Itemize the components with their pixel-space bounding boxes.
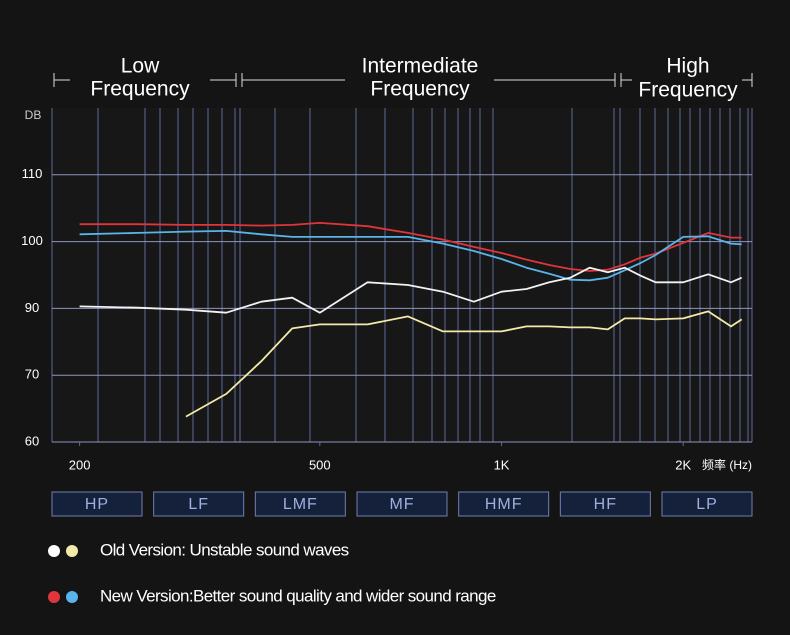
legend-dot xyxy=(66,591,78,603)
band-box xyxy=(559,491,651,517)
band-box xyxy=(254,491,346,517)
series-line xyxy=(185,310,743,418)
band-box xyxy=(661,491,753,517)
x-tick-label: 500 xyxy=(309,457,331,472)
x-tick-label: 2K xyxy=(675,457,691,472)
series-line xyxy=(79,266,743,314)
y-tick-label: 60 xyxy=(25,433,39,448)
x-axis-label: 频率 (Hz) xyxy=(702,457,752,472)
band-label: MF xyxy=(389,496,414,513)
legend-label: New Version:Better sound quality and wid… xyxy=(100,586,496,605)
header-subtitle: Frequency xyxy=(638,79,738,102)
y-tick-label: 70 xyxy=(25,367,39,382)
band-box xyxy=(51,491,143,517)
band-box xyxy=(458,491,550,517)
series-line xyxy=(79,230,742,282)
band-label: LMF xyxy=(283,496,318,513)
header-subtitle: Frequency xyxy=(90,78,190,101)
band-label: LF xyxy=(188,496,209,513)
x-tick-label: 200 xyxy=(69,457,91,472)
header-title: Low xyxy=(121,55,160,78)
band-box xyxy=(356,491,448,517)
band-label: HF xyxy=(594,496,617,513)
legend-label: Old Version: Unstable sound waves xyxy=(100,540,349,559)
band-label: LP xyxy=(696,496,718,513)
legend-dot xyxy=(48,545,60,557)
y-tick-label: 90 xyxy=(25,300,39,315)
y-axis-label: DB xyxy=(25,108,42,122)
legend-dot xyxy=(66,545,78,557)
plot-area xyxy=(52,108,752,442)
band-label: HMF xyxy=(485,496,523,513)
band-label: HP xyxy=(85,496,109,513)
band-box xyxy=(153,491,245,517)
x-tick-label: 1K xyxy=(494,457,510,472)
header-title: Intermediate xyxy=(362,55,479,78)
y-tick-label: 110 xyxy=(22,166,43,181)
header-brackets xyxy=(53,73,753,87)
legend-dot xyxy=(48,591,60,603)
y-tick-label: 100 xyxy=(21,233,43,248)
header-title: High xyxy=(666,55,709,78)
header-subtitle: Frequency xyxy=(370,78,470,101)
